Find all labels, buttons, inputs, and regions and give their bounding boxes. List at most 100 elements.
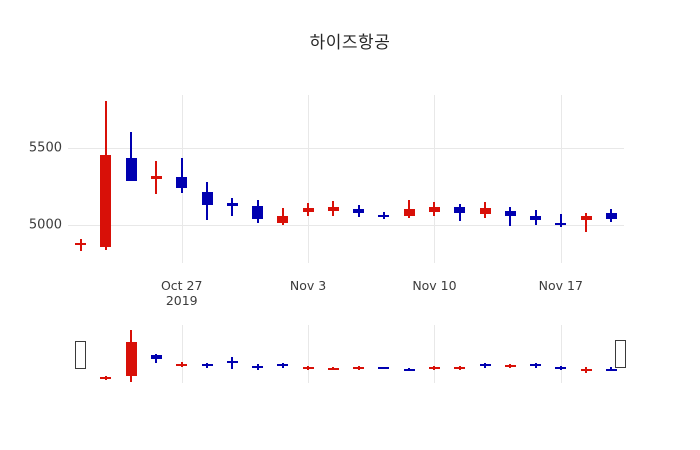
candlestick (125, 95, 137, 263)
candlestick-body (614, 340, 626, 368)
gridline-vertical (560, 95, 562, 263)
candlestick-body (454, 207, 466, 213)
candlestick-body (403, 208, 415, 216)
candlestick (125, 325, 137, 383)
candlestick-body (125, 157, 137, 181)
candlestick (504, 325, 516, 383)
candlestick (176, 325, 188, 383)
candlestick-wick (559, 214, 562, 228)
candlestick-body (428, 367, 440, 370)
candlestick-body (403, 368, 415, 371)
candlestick-body (479, 208, 491, 215)
candlestick (327, 95, 339, 263)
candlestick (580, 95, 592, 263)
candlestick-body (580, 369, 592, 372)
candlestick (614, 325, 626, 383)
candlestick-wick (130, 131, 133, 181)
candlestick (226, 95, 238, 263)
candlestick (302, 325, 314, 383)
gridline-vertical (560, 325, 562, 383)
candlestick-body (176, 177, 188, 189)
candlestick (504, 95, 516, 263)
candlestick (454, 325, 466, 383)
x-axis-tick-label: Nov 3 (289, 278, 327, 293)
gridline-horizontal (68, 224, 624, 226)
candlestick-wick (509, 207, 512, 227)
candlestick-body (327, 207, 339, 212)
candlestick (555, 95, 567, 263)
candlestick-wick (180, 157, 183, 193)
candlestick (150, 95, 162, 263)
candlestick (327, 325, 339, 383)
candlestick (378, 325, 390, 383)
candlestick-body (428, 207, 440, 212)
candlestick (428, 325, 440, 383)
candlestick (605, 95, 617, 263)
candlestick (479, 95, 491, 263)
gridline-vertical (434, 325, 436, 383)
candlestick (428, 95, 440, 263)
candlestick (252, 325, 264, 383)
gridline-horizontal (68, 148, 624, 150)
candlestick-body (504, 365, 516, 368)
candlestick-body (378, 367, 390, 370)
candlestick-body (226, 202, 238, 206)
y-axis-tick-label: 5500 (28, 140, 62, 156)
candlestick (555, 325, 567, 383)
candlestick (100, 95, 112, 263)
candlestick (353, 95, 365, 263)
candlestick (530, 325, 542, 383)
candlestick (580, 325, 592, 383)
candlestick-body (302, 208, 314, 212)
candlestick (454, 95, 466, 263)
candlestick (403, 325, 415, 383)
candlestick-body (277, 363, 289, 366)
candlestick-body (353, 367, 365, 370)
candlestick-body (252, 366, 264, 369)
x-axis-tick-label: Nov 10 (412, 278, 457, 293)
candlestick-body (530, 364, 542, 367)
candlestick (378, 95, 390, 263)
candlestick (277, 95, 289, 263)
candlestick (277, 325, 289, 383)
candlestick-body (75, 243, 87, 246)
candlestick (605, 325, 617, 383)
candlestick-body (252, 206, 264, 219)
candlestick-body (201, 364, 213, 367)
candlestick (302, 95, 314, 263)
x-axis: Oct 27 2019 Nov 3 Nov 10 Nov 17 (68, 278, 624, 314)
candlestick (75, 325, 87, 383)
gridline-vertical (308, 95, 310, 263)
candlestick-wick (155, 354, 158, 364)
candlestick-body (605, 368, 617, 371)
candlestick (100, 325, 112, 383)
candlestick-body (125, 342, 137, 377)
candlestick-body (555, 222, 567, 225)
candlestick-body (226, 360, 238, 364)
candlestick (75, 95, 87, 263)
candlestick (226, 325, 238, 383)
x-axis-tick-label: Oct 27 2019 (160, 278, 203, 308)
candlestick-body (201, 191, 213, 205)
candlestick (479, 325, 491, 383)
candlestick (176, 95, 188, 263)
candlestick-body (100, 377, 112, 380)
candlestick (150, 325, 162, 383)
y-axis: 5500 5000 (0, 95, 62, 263)
gridline-vertical (181, 325, 183, 383)
candlestick-body (378, 214, 390, 217)
page-title: 하이즈항공 (309, 33, 391, 53)
candlestick-body (555, 366, 567, 369)
candlestick-body (530, 215, 542, 221)
volume-panel (68, 325, 626, 383)
candlestick-body (150, 175, 162, 179)
x-axis-tick-label: Nov 17 (538, 278, 583, 293)
candlestick-wick (585, 213, 588, 233)
candlestick-wick (231, 357, 234, 370)
candlestick-body (504, 211, 516, 216)
candlestick (252, 95, 264, 263)
candlestick (530, 95, 542, 263)
candlestick (403, 95, 415, 263)
candlestick (201, 95, 213, 263)
gridline-vertical (308, 325, 310, 383)
